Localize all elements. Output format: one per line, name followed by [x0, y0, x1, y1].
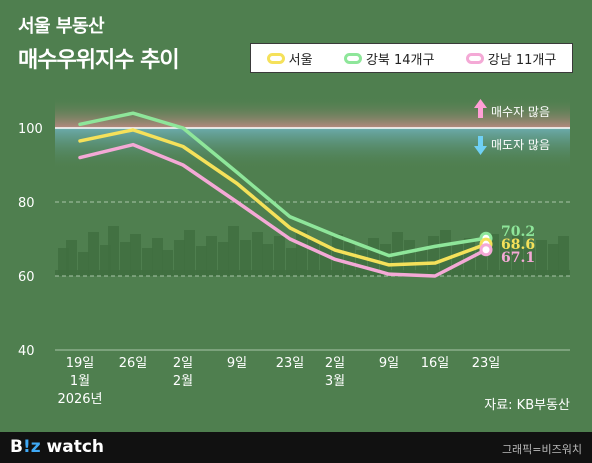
footer-bar: B!z watch 그래픽=비즈워치: [0, 432, 592, 463]
x-tick-label: 23일: [276, 356, 305, 371]
chart-title-line2: 매수우위지수 추이: [18, 48, 180, 73]
legend-swatch-gangnam: [465, 52, 484, 64]
x-tick-label: 19일: [66, 356, 95, 371]
down-arrow-icon: [474, 136, 487, 155]
x-tick-label: 23일: [472, 356, 501, 371]
x-tick-label: 26일: [119, 356, 148, 371]
legend-swatch-gangbuk: [343, 52, 362, 64]
x-tick-label: 2월: [173, 374, 193, 389]
legend-label-seoul: 서울: [288, 52, 313, 68]
chart: 40 60 80 100 19일 1월 2026년 26일 2일 2월 9일 23일 2일 3월 9일 16…: [18, 97, 570, 407]
x-tick-label: 2026년: [57, 392, 102, 407]
series-line-강남 11개구: [78, 142, 488, 278]
y-tick-label: 60: [18, 270, 35, 285]
legend-label-gangnam: 강남 11개구: [487, 52, 557, 68]
end-value-label: 68.6: [501, 237, 535, 253]
y-tick-label: 100: [18, 122, 43, 137]
brand-logo: B!z watch: [10, 437, 105, 457]
x-tick-label: 9일: [227, 356, 247, 371]
x-tick-label: 3월: [325, 374, 345, 389]
buyers-zone: [55, 97, 570, 128]
y-tick-label: 80: [18, 196, 35, 211]
series-end-point: [479, 243, 493, 257]
legend-swatch-seoul: [266, 52, 285, 64]
up-arrow-icon: [474, 99, 487, 118]
graphic-credit: 그래픽=비즈워치: [501, 443, 582, 456]
series-line-서울: [78, 128, 488, 267]
x-tick-label: 9일: [379, 356, 399, 371]
legend: 서울 강북 14개구 강남 11개구: [250, 43, 573, 73]
chart-title-line1: 서울 부동산: [18, 16, 105, 37]
x-tick-label: 16일: [421, 356, 450, 371]
legend-item-gangnam: 강남 11개구: [465, 49, 557, 68]
series-line-강북 14개구: [78, 111, 488, 258]
source-note: 자료: KB부동산: [484, 398, 570, 413]
skyline-decoration: [55, 226, 570, 276]
buyers-more-label: 매수자 많음: [491, 105, 550, 119]
sellers-more-label: 매도자 많음: [491, 138, 550, 152]
end-value-label: 70.2: [501, 224, 535, 240]
x-tick-label: 1월: [70, 374, 90, 389]
legend-label-gangbuk: 강북 14개구: [365, 52, 435, 68]
y-tick-label: 40: [18, 344, 35, 359]
x-tick-label: 2일: [173, 356, 193, 371]
legend-item-seoul: 서울: [266, 49, 313, 68]
legend-item-gangbuk: 강북 14개구: [343, 49, 435, 68]
x-tick-label: 2일: [325, 356, 345, 371]
end-value-label: 67.1: [501, 250, 535, 266]
